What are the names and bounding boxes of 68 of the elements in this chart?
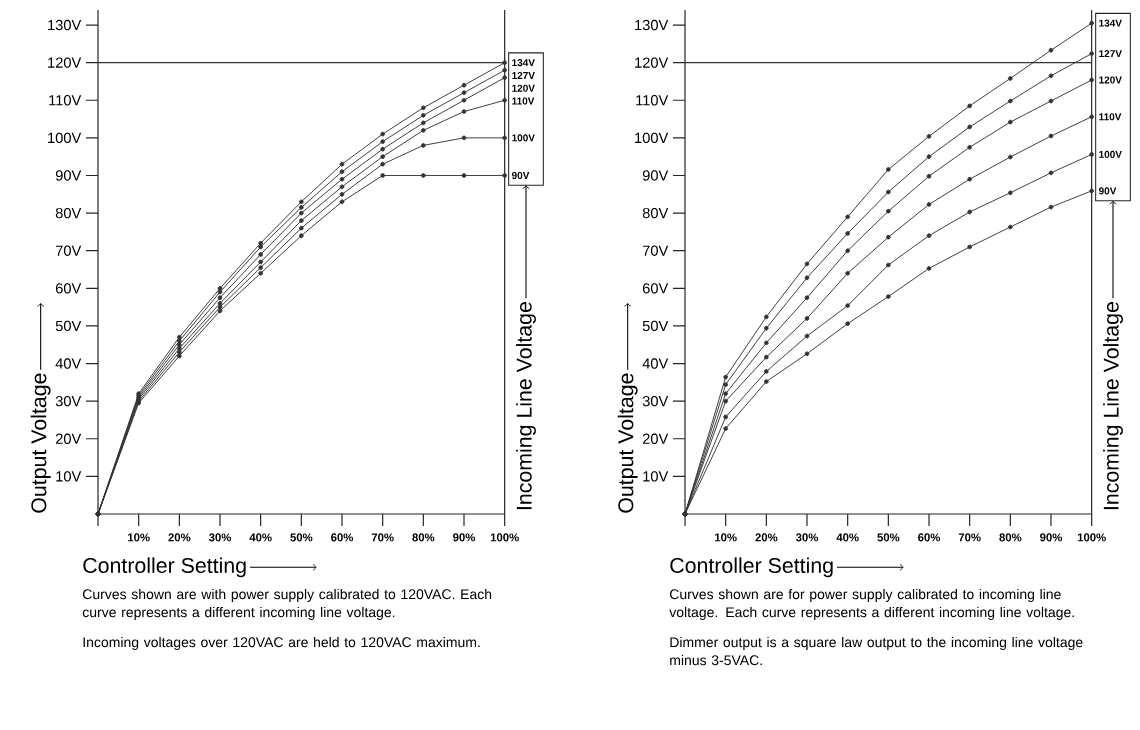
series-label: 110V (1099, 113, 1122, 121)
x-tick-label: 70% (371, 533, 394, 542)
y-tick-label: 10V (56, 471, 82, 482)
series-label: 127V (1099, 50, 1122, 58)
y-tick-label: 50V (55, 320, 82, 332)
series-label: 127V (512, 71, 535, 79)
text: Curves shown are for power supply calibrated to incoming line voltage. Each curve represents a different incoming line voltage. (669, 588, 1074, 620)
series-label: 120V (1099, 76, 1122, 84)
y-tick-label: 110V (636, 95, 669, 106)
x-tick-label: 50% (877, 533, 900, 542)
y-tick-label: 30V (642, 395, 669, 407)
y-tick-label: 10V (643, 471, 669, 482)
y-tick-label: 40V (642, 358, 669, 369)
x-tick-label: 90% (1040, 533, 1063, 542)
x-tick-label: 60% (918, 533, 941, 542)
y-axis-title: Output Voltage (30, 373, 51, 513)
x-tick-label: 100% (490, 533, 519, 542)
x-tick-label: 30% (795, 533, 819, 542)
x-tick-label: 60% (331, 533, 354, 542)
x-tick-label: 80% (999, 533, 1022, 542)
y-tick-label: 70V (55, 245, 82, 256)
text: Incoming voltages over 120VAC are held to 120VAC maximum. (83, 636, 480, 650)
x-tick-label: 20% (755, 533, 778, 542)
x-tick-label: 30% (208, 533, 232, 542)
y-tick-label: 20V (642, 433, 669, 444)
y-tick-label: 110V (49, 95, 82, 106)
y-tick-label: 50V (642, 320, 669, 332)
x-tick-label: 70% (958, 533, 981, 542)
y-tick-label: 60V (642, 283, 669, 294)
series-label: 110V (512, 97, 535, 105)
series-label: 120V (512, 84, 535, 92)
y-tick-label: 130V (635, 19, 669, 31)
y-axis-title: Output Voltage (617, 373, 638, 513)
x-tick-label: 50% (290, 533, 313, 542)
series-label: 100V (1099, 150, 1122, 158)
x-tick-label: 80% (412, 533, 435, 542)
x-axis-title: Controller Setting (83, 557, 246, 578)
y-tick-label: 70V (642, 245, 669, 256)
y-tick-label: 100V (48, 132, 82, 144)
x-tick-label: 100% (1077, 533, 1106, 542)
y-tick-label: 40V (55, 358, 82, 369)
x-axis-title: Controller Setting (670, 557, 833, 578)
series-label: 134V (1099, 19, 1122, 27)
series-label: 134V (512, 59, 535, 67)
text: Curves shown are with power supply calibrated to 120VAC. Each curve represents a different incoming line voltage. (82, 588, 492, 620)
y-tick-label: 120V (48, 57, 82, 68)
series-label: 100V (512, 134, 535, 142)
y-tick-label: 130V (48, 19, 82, 31)
series-label: 90V (511, 171, 530, 180)
x-tick-label: 10% (715, 533, 737, 542)
y-tick-label: 90V (55, 170, 82, 181)
y2-axis-title: Incoming Line Voltage (1103, 302, 1123, 510)
y-tick-label: 80V (642, 207, 669, 219)
x-tick-label: 40% (249, 533, 272, 542)
series-label: 90V (1098, 187, 1117, 195)
y2-axis-title: Incoming Line Voltage (516, 302, 536, 510)
y-tick-label: 30V (55, 395, 82, 407)
text: Dimmer output is a square law output to the incoming line voltage minus 3-5VAC. (670, 636, 1083, 666)
x-tick-label: 20% (168, 533, 191, 542)
y-tick-label: 60V (55, 283, 82, 294)
y-tick-label: 80V (55, 207, 82, 219)
x-tick-label: 10% (128, 533, 150, 542)
y-tick-label: 120V (635, 57, 669, 68)
x-tick-label: 40% (836, 533, 859, 542)
y-tick-label: 20V (55, 433, 82, 444)
y-tick-label: 100V (635, 132, 669, 144)
y-tick-label: 90V (642, 170, 669, 181)
x-tick-label: 90% (453, 533, 476, 542)
